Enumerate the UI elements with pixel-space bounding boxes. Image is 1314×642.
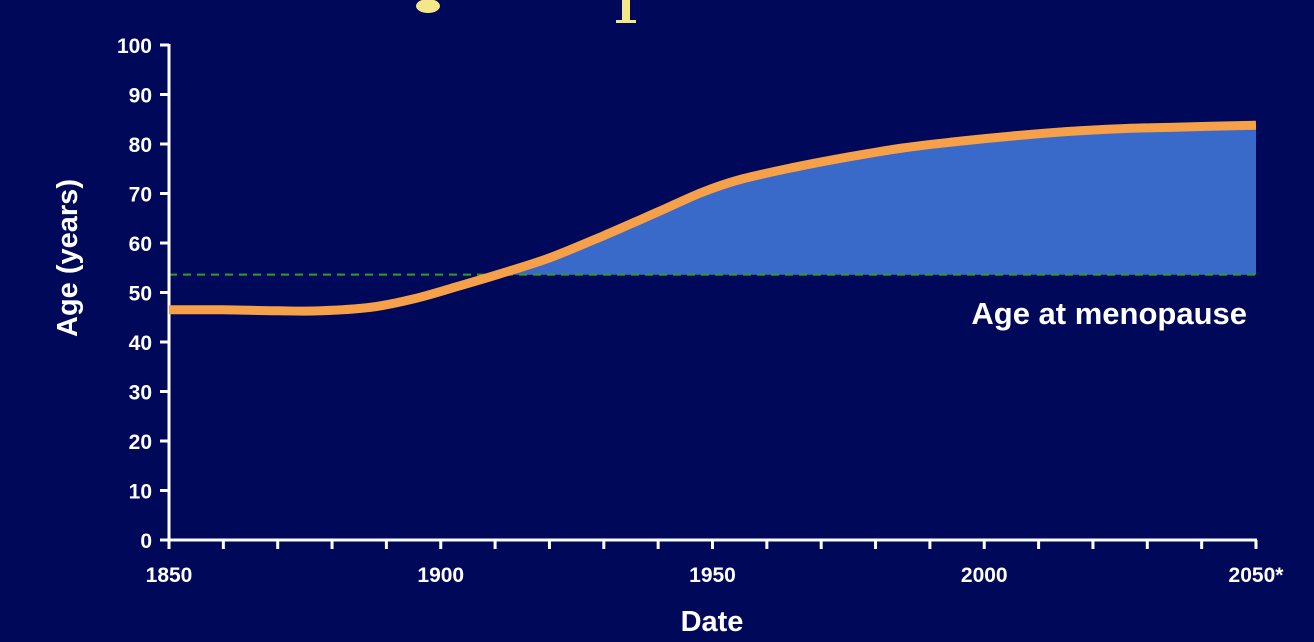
y-tick-label-100: 100	[117, 35, 152, 58]
series-line-life-expectancy	[168, 120, 1257, 316]
reference-line-label: Age at menopause	[971, 296, 1247, 331]
y-tick-label-90: 90	[129, 85, 152, 108]
area-fill-above-menopause	[497, 125, 1256, 275]
axes-layer	[160, 43, 1258, 549]
x-tick-label-1850: 1850	[146, 564, 193, 587]
title-glyph-fragment-g	[416, 0, 440, 13]
title-fragment	[416, 0, 636, 23]
series-line-layer	[168, 120, 1257, 316]
title-glyph-fragment-p	[622, 0, 630, 22]
x-tick-label-2050: 2050*	[1229, 564, 1285, 587]
labels-layer: Age (years) Date Age at menopause 0 10 20 3…	[52, 35, 1284, 638]
y-tick-label-60: 60	[129, 233, 152, 256]
y-tick-label-30: 30	[129, 382, 152, 405]
x-tick-label-1900: 1900	[417, 564, 464, 587]
x-axis-title: Date	[681, 606, 744, 638]
y-tick-label-0: 0	[140, 530, 152, 553]
title-glyph-fragment-p-stem-base	[616, 20, 636, 23]
y-axis-title: Age (years)	[52, 179, 84, 337]
y-tick-label-70: 70	[129, 184, 152, 207]
y-tick-label-40: 40	[129, 332, 152, 355]
x-tick-label-2000: 2000	[961, 564, 1008, 587]
x-tick-label-1950: 1950	[689, 564, 736, 587]
y-tick-label-20: 20	[129, 431, 152, 454]
y-tick-label-10: 10	[129, 481, 152, 504]
area-fill-layer	[497, 125, 1256, 275]
y-tick-label-50: 50	[129, 283, 152, 306]
y-tick-label-80: 80	[129, 134, 152, 157]
